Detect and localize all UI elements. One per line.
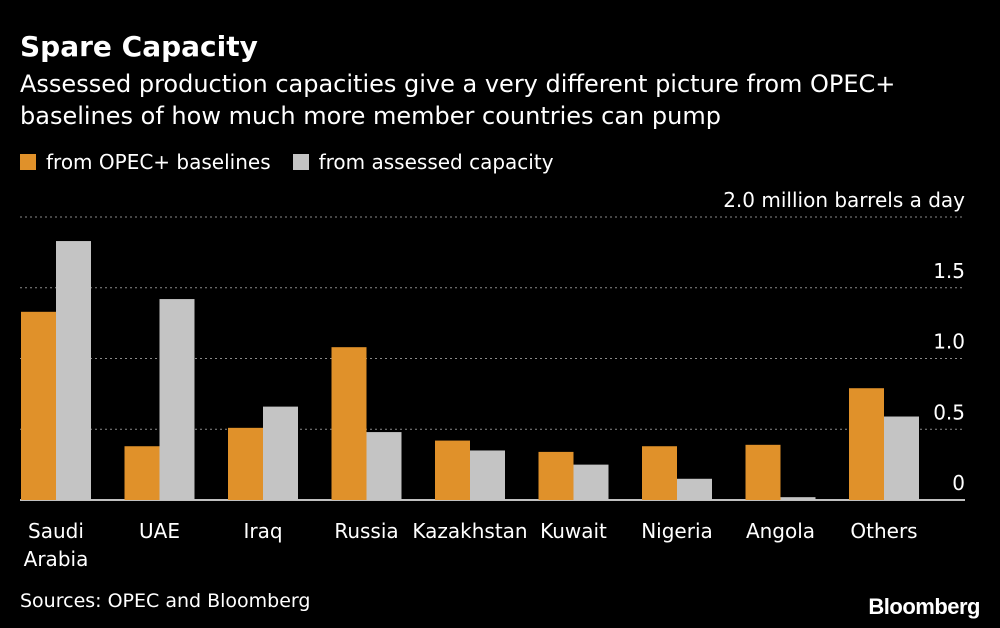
- bar-baselines-iraq: [228, 427, 263, 500]
- legend-swatch-baselines: [20, 154, 36, 170]
- bar-assessed-kuwait: [573, 464, 609, 500]
- bar-baselines-angola: [745, 444, 781, 500]
- legend-label-baselines: from OPEC+ baselines: [46, 150, 271, 174]
- bar-baselines-saudi-arabia: [21, 311, 56, 500]
- legend-label-assessed: from assessed capacity: [318, 150, 554, 174]
- bars: [21, 241, 919, 500]
- bar-baselines-others: [849, 388, 884, 500]
- bloomberg-logo: Bloomberg: [868, 594, 980, 619]
- bar-baselines-kazakhstan: [435, 440, 470, 500]
- y-tick-label: 0: [952, 471, 965, 495]
- chart-subtitle: Assessed production capacities give a ve…: [20, 70, 896, 130]
- legend-item-baselines: from OPEC+ baselines: [20, 150, 271, 174]
- x-axis-labels: Saudi Arabia UAE Iraq Russia Kazakhstan Kuwait…: [24, 519, 918, 571]
- bar-assessed-others: [884, 416, 919, 500]
- x-tick-label: Iraq: [243, 519, 282, 543]
- y-tick-label: 2.0 million barrels a day: [723, 188, 965, 212]
- bar-assessed-saudi-arabia: [56, 241, 91, 500]
- bar-assessed-kazakhstan: [470, 450, 505, 500]
- bar-baselines-russia: [331, 347, 367, 500]
- x-tick-label: UAE: [139, 519, 180, 543]
- bar-assessed-iraq: [263, 406, 298, 500]
- source-note: Sources: OPEC and Bloomberg: [20, 590, 311, 612]
- legend: from OPEC+ baselines from assessed capac…: [20, 150, 576, 174]
- legend-item-assessed: from assessed capacity: [292, 150, 554, 174]
- x-tick-label: Kazakhstan: [412, 519, 527, 543]
- bar-baselines-uae: [124, 446, 160, 500]
- bar-assessed-russia: [366, 432, 402, 500]
- x-tick-label: Angola: [746, 519, 815, 543]
- x-tick-label: Saudi: [28, 519, 84, 543]
- y-tick-label: 0.5: [933, 400, 965, 424]
- bar-assessed-nigeria: [677, 478, 712, 500]
- x-tick-label: Arabia: [24, 547, 89, 571]
- bar-assessed-angola: [780, 497, 816, 500]
- legend-swatch-assessed: [292, 154, 309, 170]
- x-tick-label: Kuwait: [540, 519, 607, 543]
- y-axis-labels: 0 0.5 1.0 1.5 2.0 million barrels a day: [723, 188, 965, 495]
- x-tick-label: Russia: [334, 519, 398, 543]
- x-tick-label: Nigeria: [641, 519, 713, 543]
- bar-baselines-kuwait: [538, 451, 574, 500]
- chart-title: Spare Capacity: [20, 30, 258, 63]
- bar-baselines-nigeria: [642, 446, 677, 500]
- x-tick-label: Others: [850, 519, 917, 543]
- y-tick-label: 1.0: [933, 330, 965, 354]
- bar-assessed-uae: [159, 299, 195, 500]
- y-tick-label: 1.5: [933, 259, 965, 283]
